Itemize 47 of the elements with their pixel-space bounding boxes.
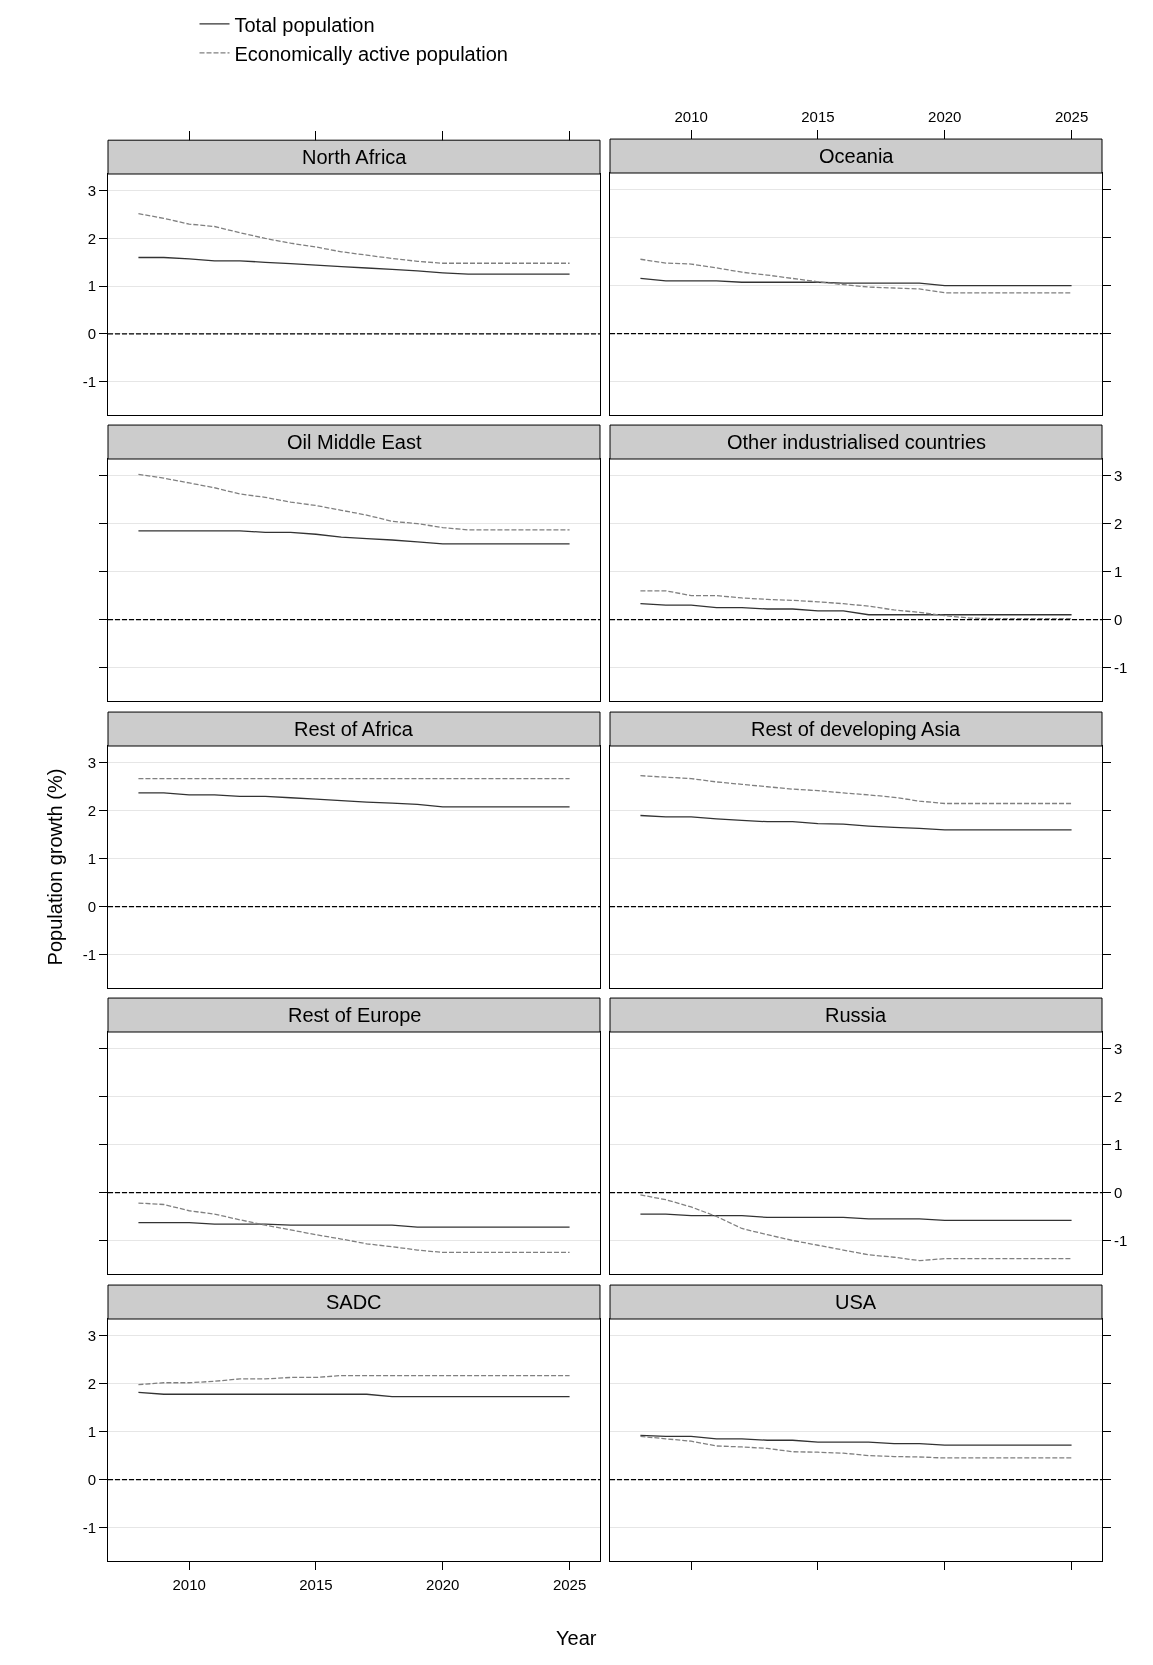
chart-title: Rest of Europe [288,1004,422,1027]
y-tick-label: 2 [1113,515,1122,533]
x-tick-label: 2025 [552,1575,587,1593]
y-tick-label: 3 [1113,467,1122,485]
y-tick-label: 0 [87,1470,96,1488]
x-tick-label: 2020 [426,1575,460,1593]
chart-title: Oil Middle East [287,431,422,454]
y-tick-label: -1 [1113,1231,1127,1249]
y-tick-label: 1 [87,1422,96,1440]
y-tick-label: 1 [1113,1136,1122,1154]
y-tick-label: 3 [87,1326,96,1344]
y-axis-title: Population growth (%) [44,768,67,966]
y-tick-label: -1 [82,945,96,963]
chart-title: Oceania [818,145,894,167]
y-tick-label: 1 [87,277,96,295]
y-tick-label: 3 [87,753,96,771]
chart-title: Rest of Africa [294,717,414,740]
y-tick-label: 3 [1113,1040,1122,1058]
chart-title: Russia [824,1004,887,1027]
legend-label: Economically active population [234,42,508,65]
y-tick-label: -1 [1113,659,1127,677]
y-tick-label: 0 [1113,611,1122,629]
y-tick-label: 2 [87,229,96,247]
chart-title: USA [834,1290,877,1313]
y-tick-label: 0 [1113,1183,1122,1201]
x-tick-label: 2015 [800,108,835,125]
x-tick-label: 2025 [1054,108,1088,125]
y-tick-label: 2 [87,1374,96,1392]
x-tick-label: 2010 [172,1575,206,1593]
y-tick-label: 1 [1113,563,1122,581]
y-tick-label: 2 [1113,1088,1122,1106]
y-tick-label: -1 [82,1518,96,1536]
chart-title: SADC [326,1290,382,1313]
y-tick-label: 0 [87,897,96,915]
chart-title: Rest of developing Asia [750,717,961,740]
y-tick-label: 3 [87,181,96,199]
chart-title: Other industrialised countries [726,431,986,454]
x-tick-label: 2020 [927,108,961,125]
y-tick-label: -1 [82,372,96,390]
x-axis-title: Year [556,1626,597,1649]
x-tick-label: 2015 [299,1575,333,1593]
y-tick-label: 2 [87,801,96,819]
chart-title: North Africa [302,146,408,168]
legend-label: Total population [234,13,375,36]
x-tick-label: 2010 [673,108,708,125]
y-tick-label: 1 [87,849,96,867]
y-tick-label: 0 [87,325,96,343]
